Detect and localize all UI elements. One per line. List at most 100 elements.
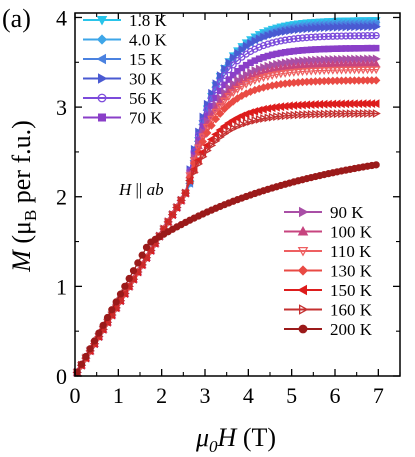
legend-label: 56 K: [129, 89, 163, 108]
data-point: [134, 259, 142, 267]
data-point: [372, 161, 380, 169]
data-point: [164, 217, 173, 227]
data-point: [324, 66, 333, 75]
data-point: [286, 111, 295, 120]
legend-label: 160 K: [330, 301, 373, 320]
data-point: [273, 112, 282, 122]
data-point: [108, 306, 116, 314]
data-point: [264, 113, 273, 123]
data-point: [303, 110, 312, 119]
data-point: [285, 69, 294, 78]
data-point: [229, 123, 238, 133]
data-point: [342, 32, 350, 40]
legend-marker: [298, 206, 309, 218]
data-point: [358, 66, 368, 75]
data-point: [203, 146, 212, 156]
data-point: [333, 32, 341, 40]
legend-label: 1.8 K: [129, 11, 168, 30]
legend-entry: 1.8 K: [83, 11, 168, 30]
data-point: [320, 32, 328, 41]
data-point: [216, 132, 225, 142]
data-point: [325, 109, 334, 119]
data-point: [268, 112, 277, 122]
data-point: [338, 22, 347, 32]
data-point: [242, 41, 251, 51]
data-point: [281, 111, 290, 121]
data-point: [121, 282, 129, 290]
data-point: [316, 33, 324, 41]
data-point: [202, 128, 212, 138]
data-point: [77, 360, 86, 368]
data-point: [346, 109, 355, 119]
legend-label: 150 K: [330, 281, 373, 300]
data-point: [328, 66, 338, 75]
data-point: [359, 32, 367, 40]
x-axis-label: μ0H (T): [195, 423, 276, 456]
data-point: [138, 251, 146, 259]
data-point: [345, 66, 355, 75]
data-point: [354, 66, 364, 75]
data-point: [264, 31, 273, 41]
x-tick-label: 2: [156, 383, 167, 408]
data-point: [332, 66, 342, 75]
data-point: [329, 109, 338, 119]
data-point: [272, 38, 281, 46]
data-point: [307, 109, 316, 119]
data-point: [95, 329, 103, 337]
field-direction-annotation: H || ab: [118, 180, 164, 199]
legend-entry: 110 K: [284, 242, 372, 261]
data-point: [186, 177, 195, 187]
legend-entry: 100 K: [284, 223, 373, 242]
legend-entry: 70 K: [83, 109, 163, 128]
data-point: [285, 35, 294, 44]
data-point: [225, 66, 233, 74]
data-point: [129, 267, 138, 275]
data-point: [234, 48, 243, 58]
data-point: [319, 67, 329, 76]
data-point: [169, 210, 178, 220]
y-tick-label: 2: [56, 185, 67, 210]
data-point: [299, 24, 308, 34]
data-point: [247, 117, 256, 126]
data-point: [116, 290, 125, 298]
data-point: [259, 74, 268, 83]
data-point: [293, 68, 303, 77]
data-point: [195, 159, 204, 169]
legend-label: 110 K: [330, 242, 372, 261]
data-point: [221, 129, 230, 139]
data-point: [208, 88, 217, 98]
data-point: [202, 123, 212, 132]
y-tick-label: 0: [56, 364, 67, 389]
data-point: [112, 298, 120, 306]
data-point: [363, 66, 372, 75]
data-point: [367, 66, 377, 75]
data-point: [212, 79, 221, 89]
data-point: [224, 93, 234, 102]
data-point: [316, 23, 325, 33]
x-tick-label: 7: [373, 383, 384, 408]
data-point: [173, 203, 182, 212]
data-point: [254, 75, 264, 84]
legend-label: 90 K: [330, 203, 364, 222]
panel-label: (a): [2, 4, 31, 33]
data-point: [216, 71, 225, 81]
x-tick-label: 6: [330, 383, 341, 408]
data-point: [220, 104, 229, 114]
data-point: [225, 58, 234, 68]
data-point: [346, 32, 354, 40]
data-point: [290, 110, 299, 120]
data-point: [177, 195, 186, 205]
legend-marker: [96, 15, 108, 26]
data-point: [351, 109, 360, 118]
data-point: [215, 102, 225, 111]
data-point: [338, 109, 347, 119]
data-point: [212, 136, 221, 146]
y-tick-label: 3: [56, 95, 67, 120]
data-point: [280, 69, 290, 78]
data-point: [255, 34, 264, 44]
data-point: [312, 109, 321, 119]
data-point: [290, 25, 299, 35]
data-point: [247, 38, 256, 48]
data-point: [368, 109, 377, 118]
